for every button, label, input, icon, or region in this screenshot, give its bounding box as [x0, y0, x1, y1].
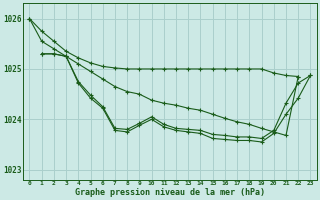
X-axis label: Graphe pression niveau de la mer (hPa): Graphe pression niveau de la mer (hPa) [75, 188, 265, 197]
